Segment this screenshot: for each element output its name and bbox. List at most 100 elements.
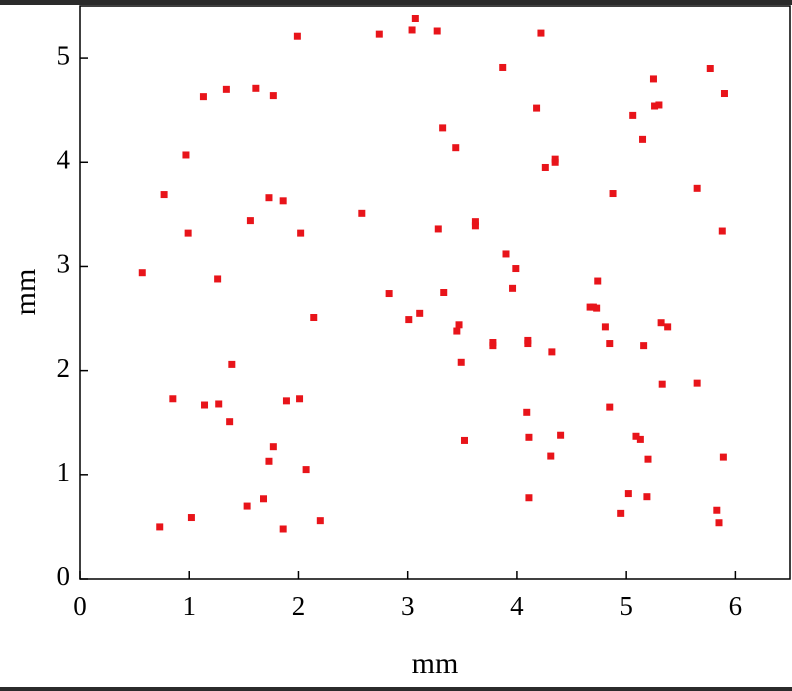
point: [547, 452, 555, 460]
point: [293, 32, 301, 40]
point: [617, 509, 625, 517]
point: [471, 218, 479, 226]
x-tick-label: 1: [182, 591, 196, 621]
point: [512, 265, 520, 273]
point: [718, 227, 726, 235]
point: [524, 340, 532, 348]
point: [138, 269, 146, 277]
point: [629, 111, 637, 119]
point: [719, 453, 727, 461]
point: [358, 209, 366, 217]
point: [269, 92, 277, 100]
point: [606, 403, 614, 411]
point: [499, 63, 507, 71]
y-tick-label: 1: [57, 457, 71, 487]
point: [657, 319, 665, 327]
point: [715, 519, 723, 527]
point: [316, 517, 324, 525]
plot-frame: [79, 5, 791, 580]
point: [533, 104, 541, 112]
point: [226, 418, 234, 426]
point: [471, 222, 479, 230]
point: [169, 395, 177, 403]
top-bar: [0, 0, 792, 5]
point: [265, 194, 273, 202]
point: [160, 191, 168, 199]
point: [609, 190, 617, 198]
point: [713, 506, 721, 514]
point: [310, 314, 318, 322]
point: [502, 250, 510, 258]
point: [664, 323, 672, 331]
point: [636, 435, 644, 443]
point: [594, 277, 602, 285]
point: [551, 155, 559, 163]
point: [557, 431, 565, 439]
point: [706, 65, 714, 73]
point: [452, 144, 460, 152]
point: [693, 379, 701, 387]
point: [457, 358, 465, 366]
point: [639, 135, 647, 143]
point: [593, 304, 601, 312]
point: [243, 502, 251, 510]
point: [228, 360, 236, 368]
point: [655, 101, 663, 109]
point: [525, 494, 533, 502]
point: [658, 380, 666, 388]
point: [282, 397, 290, 405]
point: [632, 432, 640, 440]
x-tick-label: 2: [292, 591, 306, 621]
point: [640, 342, 648, 350]
point: [649, 75, 657, 83]
y-axis-label: mm: [9, 269, 42, 316]
point: [156, 523, 164, 531]
y-tick-label: 3: [57, 249, 71, 279]
y-tick-label: 0: [57, 561, 71, 591]
point: [509, 284, 517, 292]
point: [297, 229, 305, 237]
point: [651, 102, 659, 110]
point: [720, 90, 728, 98]
point: [434, 225, 442, 233]
point: [460, 436, 468, 444]
point: [279, 197, 287, 205]
point: [541, 163, 549, 171]
point: [260, 495, 268, 503]
point: [624, 490, 632, 498]
point: [408, 26, 416, 34]
point: [440, 289, 448, 296]
point: [199, 93, 207, 101]
point: [433, 27, 441, 35]
y-tick-label: 5: [57, 40, 71, 70]
point: [184, 229, 192, 237]
x-tick-label: 6: [729, 591, 743, 621]
x-tick-label: 5: [619, 591, 633, 621]
point: [265, 457, 273, 465]
point: [489, 339, 497, 347]
point: [523, 408, 531, 416]
point: [439, 124, 447, 132]
point: [606, 340, 614, 348]
point: [252, 84, 260, 92]
point: [601, 323, 609, 331]
x-axis-label: mm: [412, 647, 459, 680]
point: [411, 15, 419, 23]
point: [375, 30, 383, 38]
point: [187, 514, 195, 522]
x-tick-label: 4: [510, 591, 524, 621]
point: [643, 493, 651, 501]
point: [416, 309, 424, 317]
point: [548, 348, 556, 356]
point: [269, 443, 277, 451]
point: [201, 401, 209, 409]
point: [215, 400, 223, 408]
point: [644, 455, 652, 463]
point: [405, 316, 413, 324]
point: [302, 466, 310, 474]
bottom-bar: [0, 687, 792, 691]
point: [525, 433, 533, 441]
x-tick-label: 3: [401, 591, 415, 621]
point: [246, 217, 254, 225]
